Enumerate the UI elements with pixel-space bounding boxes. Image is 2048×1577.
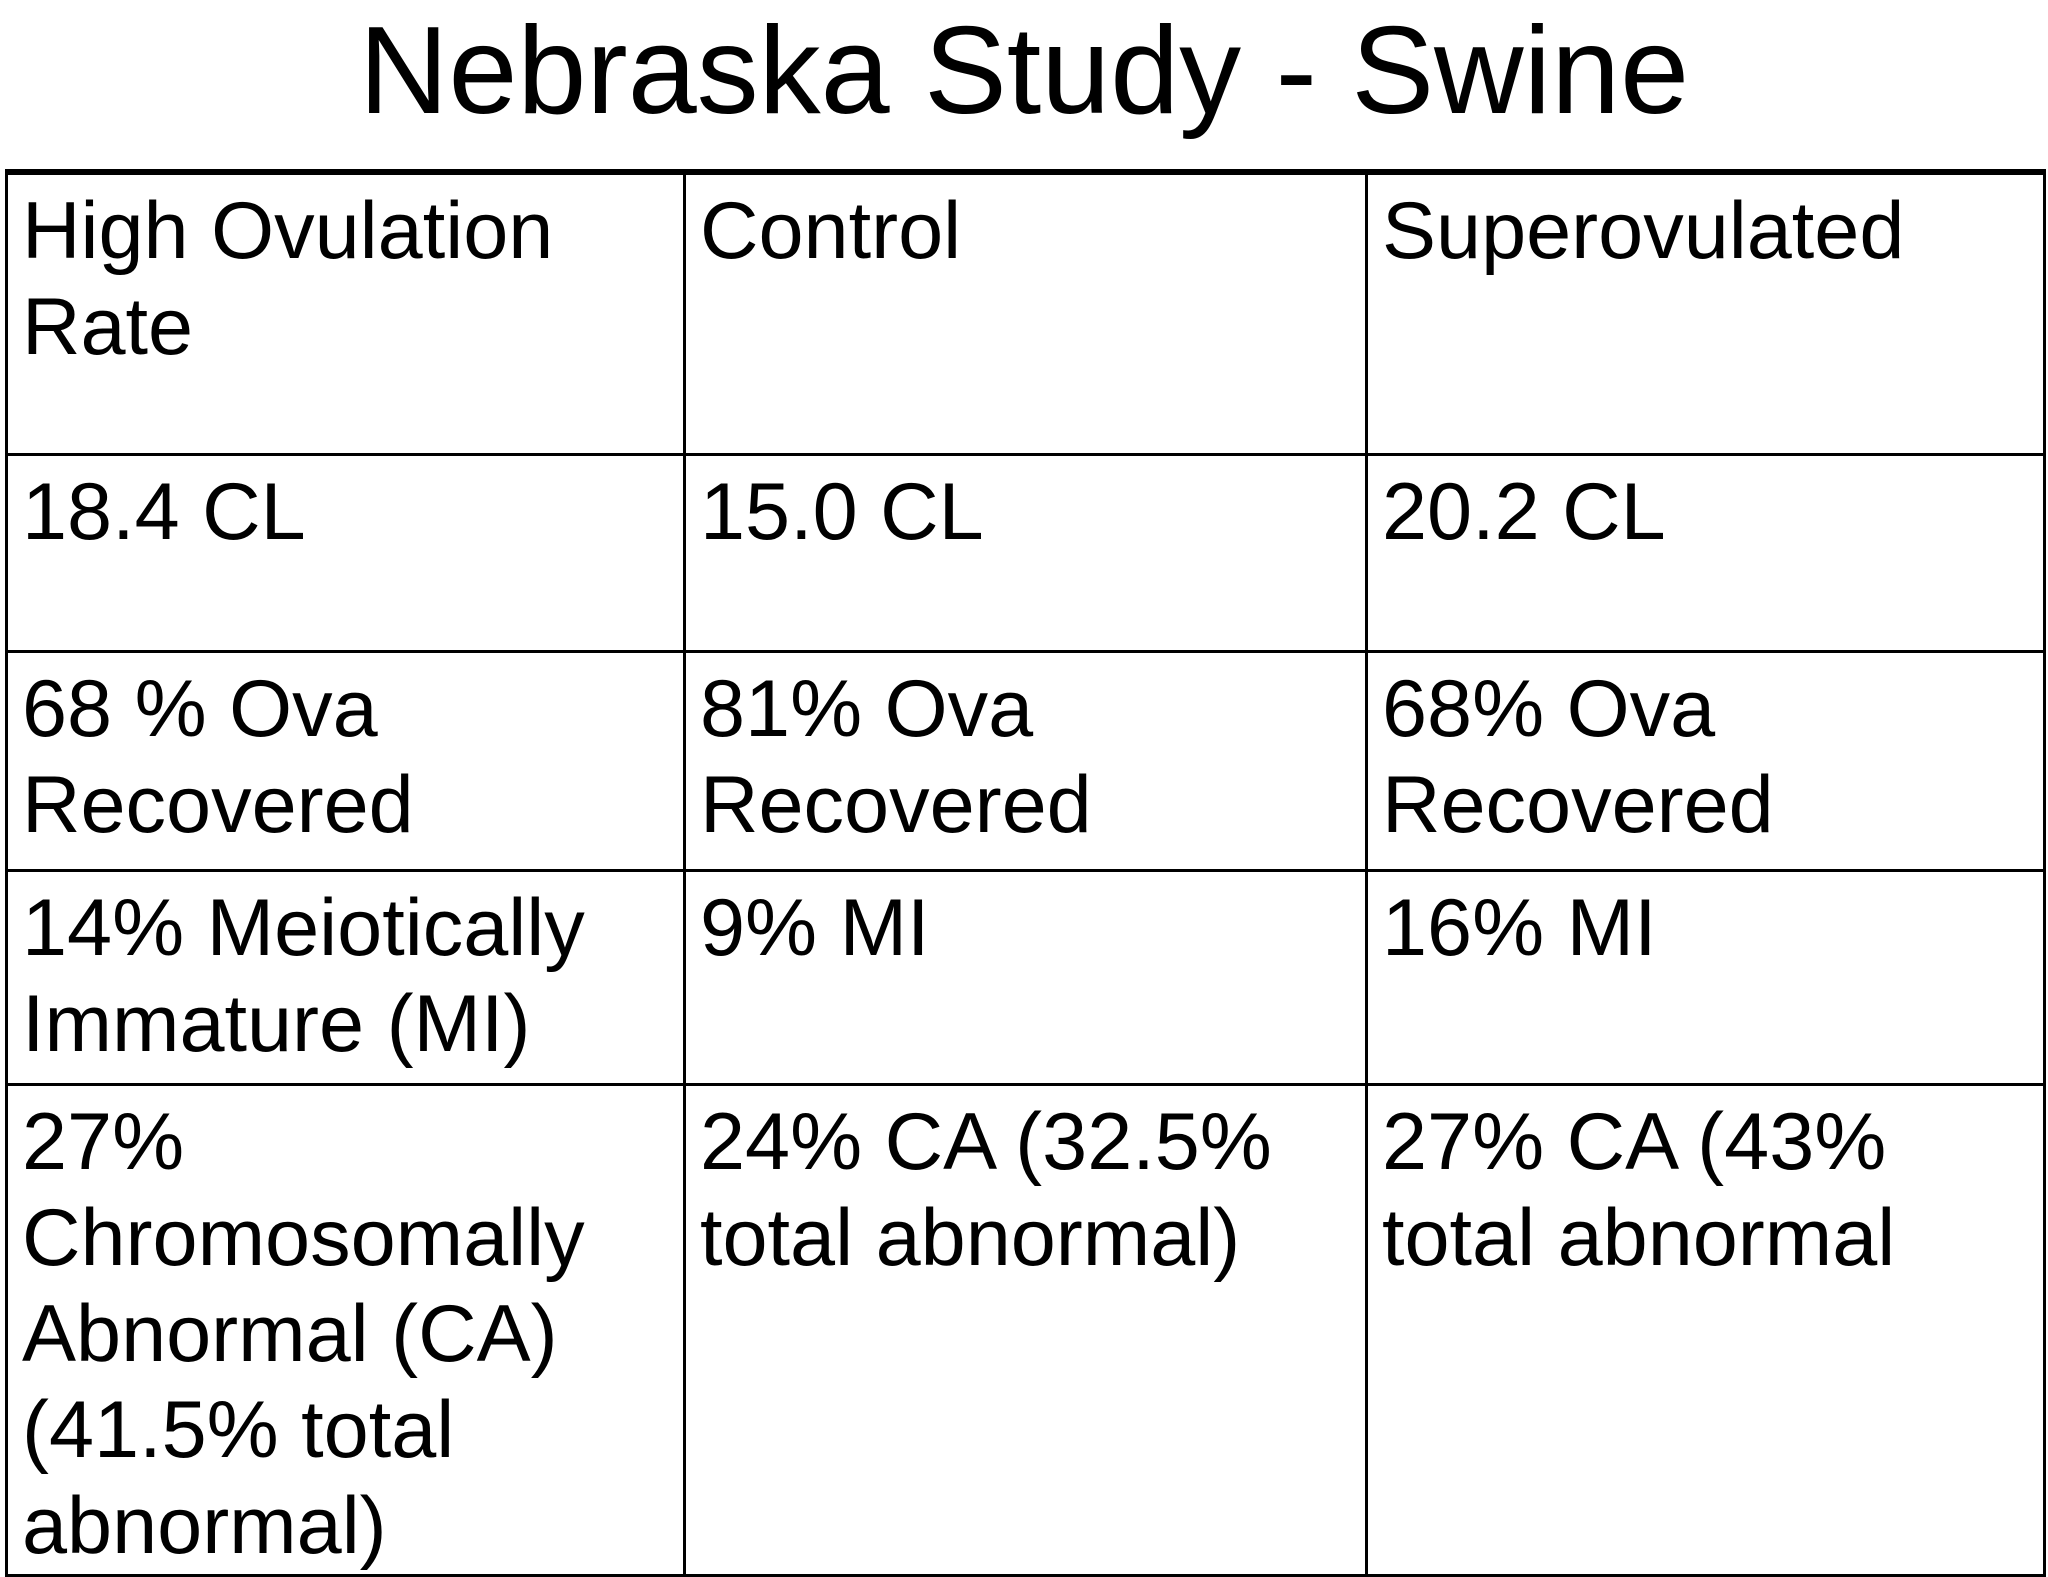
table-cell: 9% MI [683, 869, 1368, 1086]
header-high-ovulation-rate: High Ovulation Rate [5, 170, 686, 456]
table-cell: 27% Chromosomally Abnormal (CA)(41.5% to… [5, 1083, 686, 1577]
study-table: High Ovulation Rate Control Superovulate… [5, 169, 2046, 1577]
table-cell: 24% CA (32.5% total abnormal) [683, 1083, 1368, 1577]
table-cell: 18.4 CL [5, 453, 686, 653]
table-cell: 20.2 CL [1365, 453, 2046, 653]
table-header-row: High Ovulation Rate Control Superovulate… [5, 170, 2046, 456]
table-row-chromosomally-abnormal: 27% Chromosomally Abnormal (CA)(41.5% to… [5, 1083, 2046, 1577]
table-row-meiotically-immature: 14% Meiotically Immature (MI) 9% MI 16% … [5, 869, 2046, 1086]
table-cell: 81% Ova Recovered [683, 650, 1368, 872]
slide-title: Nebraska Study - Swine [358, 2, 1690, 140]
table-cell: 68% Ova Recovered [1365, 650, 2046, 872]
table-cell: 15.0 CL [683, 453, 1368, 653]
table-cell: 16% MI [1365, 869, 2046, 1086]
table-cell: 27% CA (43% total abnormal [1365, 1083, 2046, 1577]
table-row-cl: 18.4 CL 15.0 CL 20.2 CL [5, 453, 2046, 653]
header-control: Control [683, 170, 1368, 456]
table-row-ova-recovered: 68 % Ova Recovered 81% Ova Recovered 68%… [5, 650, 2046, 872]
table-cell: 68 % Ova Recovered [5, 650, 686, 872]
slide: Nebraska Study - Swine High Ovulation Ra… [5, 2, 2046, 1577]
table-cell: 14% Meiotically Immature (MI) [5, 869, 686, 1086]
header-superovulated: Superovulated [1365, 170, 2046, 456]
